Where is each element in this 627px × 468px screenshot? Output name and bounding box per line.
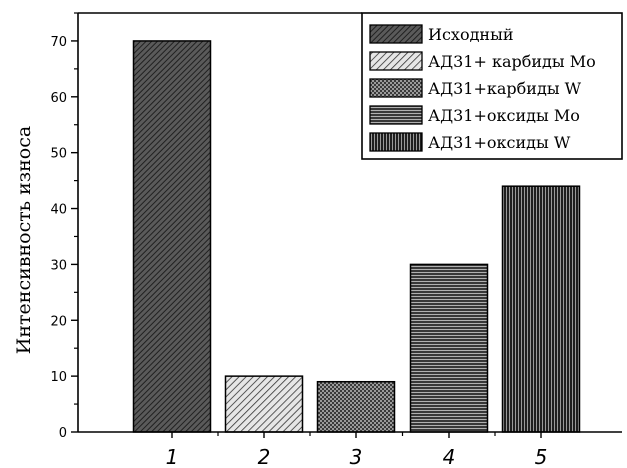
- y-tick-label: 50: [50, 147, 67, 162]
- legend-label-2: АД31+ карбиды Mo: [428, 52, 596, 71]
- y-tick-label: 60: [50, 91, 67, 106]
- y-tick-label: 70: [50, 35, 67, 50]
- y-ticks: 0 10 20 30 40 50 60 70: [50, 12, 78, 441]
- legend-swatch-5: [369, 132, 423, 152]
- bar-5: [501, 185, 581, 433]
- bar-2: [224, 375, 304, 433]
- y-tick-label: 0: [59, 426, 67, 441]
- legend-label-4: АД31+оксиды Mo: [428, 106, 580, 125]
- x-category-label-1: 1: [166, 445, 179, 468]
- y-tick-label: 20: [50, 314, 67, 329]
- legend-label-1: Исходный: [428, 25, 513, 44]
- legend-label-5: АД31+оксиды W: [428, 133, 571, 152]
- x-category-label-4: 4: [443, 445, 456, 468]
- y-tick-label: 30: [50, 258, 67, 273]
- bar-3: [316, 380, 396, 433]
- y-tick-label: 40: [50, 203, 67, 218]
- legend-swatch-2: [369, 51, 423, 71]
- axes: [77, 12, 622, 433]
- legend: Исходный АД31+ карбиды Mo АД31+карбиды W АД…: [361, 12, 623, 160]
- x-categories: 1 2 3 4 5: [166, 432, 548, 468]
- legend-label-3: АД31+карбиды W: [428, 79, 582, 98]
- legend-swatch-4: [369, 105, 423, 125]
- bar-4: [409, 263, 489, 433]
- y-axis-label: Интенсивность износа: [13, 126, 35, 354]
- y-tick-label: 10: [50, 370, 67, 385]
- x-category-label-2: 2: [258, 445, 271, 468]
- legend-swatch-3: [369, 78, 423, 98]
- legend-swatch-1: [369, 24, 423, 44]
- bars: [132, 40, 581, 433]
- x-category-label-5: 5: [535, 445, 548, 468]
- bar-1: [132, 40, 212, 433]
- x-category-label-3: 3: [350, 445, 363, 468]
